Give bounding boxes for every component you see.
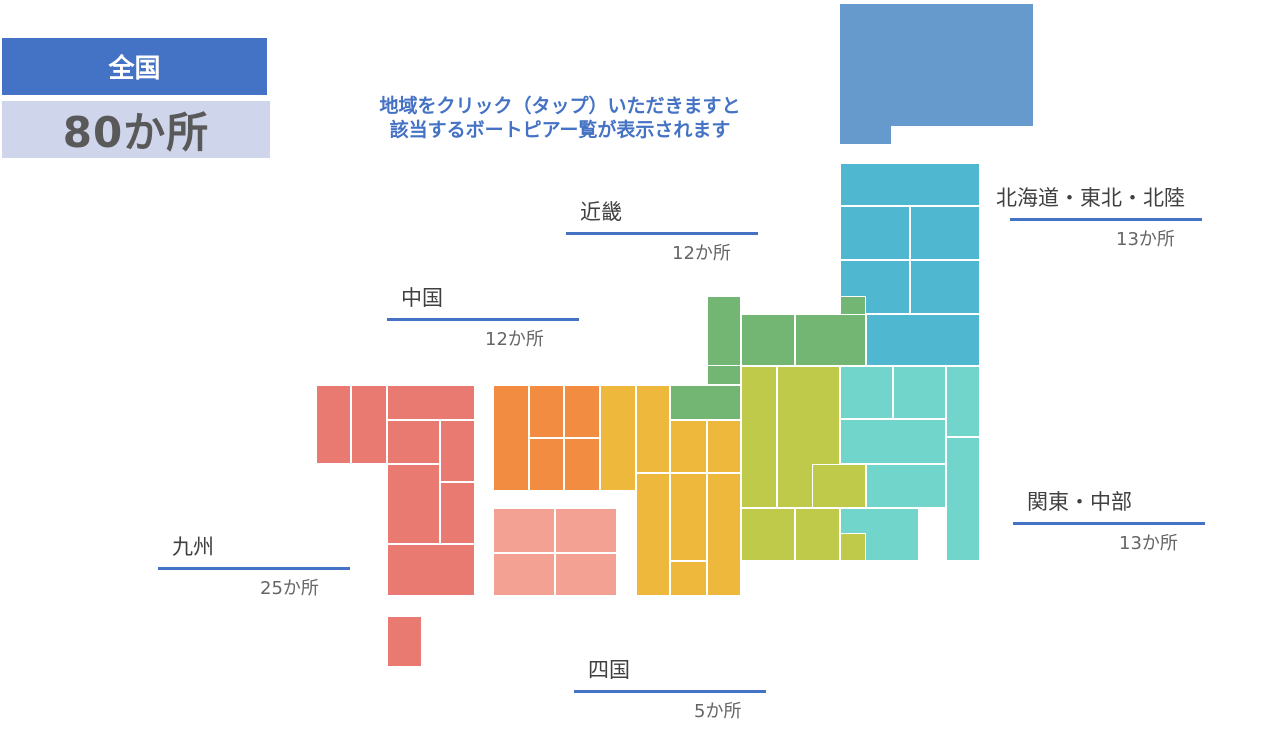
kinki-prefecture[interactable] [600, 385, 636, 491]
kanto-prefecture[interactable] [893, 366, 946, 419]
kinki-prefecture[interactable] [636, 473, 670, 596]
kanto-prefecture[interactable] [946, 437, 980, 561]
kanto-prefecture[interactable] [866, 464, 946, 508]
shikoku-prefecture[interactable] [555, 508, 617, 553]
tohoku-prefecture[interactable] [910, 260, 980, 314]
tohoku-prefecture[interactable] [840, 206, 910, 260]
kyushu-prefecture[interactable] [440, 482, 475, 544]
kanto-prefecture[interactable] [840, 419, 946, 464]
kyushu-prefecture[interactable] [351, 385, 387, 464]
kinki-prefecture[interactable] [670, 473, 707, 561]
chubu-prefecture[interactable] [840, 533, 866, 561]
kinki-prefecture[interactable] [670, 420, 707, 473]
region-name: 近畿 [580, 200, 622, 224]
chubu-prefecture[interactable] [812, 464, 866, 508]
kanto-prefecture[interactable] [840, 366, 893, 419]
region-underline [387, 318, 579, 321]
hokuriku-prefecture[interactable] [795, 314, 866, 366]
region-name: 中国 [401, 286, 443, 310]
kinki-prefecture[interactable] [707, 473, 741, 596]
kinki-prefecture[interactable] [636, 385, 670, 473]
tohoku-prefecture[interactable] [910, 206, 980, 260]
label-kanto-chubu[interactable]: 関東・中部 13か所 [1013, 486, 1213, 555]
chubu-prefecture[interactable] [741, 366, 777, 508]
label-kinki[interactable]: 近畿 12か所 [566, 196, 766, 265]
tohoku-prefecture[interactable] [866, 314, 980, 366]
region-count: 25か所 [260, 578, 319, 599]
region-name: 四国 [588, 658, 630, 682]
tohoku-prefecture[interactable] [840, 163, 980, 206]
region-count: 13か所 [1119, 533, 1178, 554]
label-chugoku[interactable]: 中国 12か所 [387, 282, 587, 351]
region-name: 北海道・東北・北陸 [996, 186, 1185, 210]
region-underline [158, 567, 350, 570]
region-count: 12か所 [485, 329, 544, 350]
instruction-text: 地域をクリック（タップ）いただきますと 該当するボートピアー覧が表示されます [300, 94, 820, 142]
kyushu-prefecture[interactable] [387, 544, 475, 596]
hokuriku-prefecture[interactable] [707, 366, 741, 385]
kyushu-prefecture[interactable] [387, 464, 440, 544]
chugoku-prefecture[interactable] [564, 385, 600, 438]
region-underline [566, 232, 758, 235]
instruction-line-2: 該当するボートピアー覧が表示されます [389, 119, 731, 141]
shikoku-prefecture[interactable] [555, 553, 617, 596]
hokuriku-prefecture[interactable] [840, 296, 866, 314]
region-name: 関東・中部 [1027, 490, 1132, 514]
region-count: 13か所 [1116, 229, 1175, 250]
hokkaido-block[interactable] [840, 4, 1033, 126]
kyushu-prefecture[interactable] [316, 385, 351, 464]
chugoku-prefecture[interactable] [529, 438, 564, 491]
hokkaido-tip[interactable] [840, 120, 891, 144]
tohoku-prefecture[interactable] [840, 260, 910, 314]
chugoku-prefecture[interactable] [564, 438, 600, 491]
shikoku-prefecture[interactable] [493, 553, 555, 596]
region-count: 5か所 [694, 701, 742, 722]
region-underline [1010, 218, 1202, 221]
region-underline [1013, 522, 1205, 525]
label-shikoku[interactable]: 四国 5か所 [574, 654, 774, 723]
region-name: 九州 [172, 535, 214, 559]
kyushu-prefecture[interactable] [387, 385, 475, 420]
chubu-prefecture[interactable] [795, 508, 840, 561]
region-underline [574, 690, 766, 693]
okinawa[interactable] [387, 616, 422, 667]
chugoku-prefecture[interactable] [529, 385, 564, 438]
instruction-line-1: 地域をクリック（タップ）いただきますと [379, 95, 741, 117]
kinki-prefecture[interactable] [707, 420, 741, 473]
nationwide-count: 80か所 [2, 101, 270, 158]
label-hokkaido-tohoku-hokuriku[interactable]: 北海道・東北・北陸 13か所 [994, 182, 1234, 251]
kyushu-prefecture[interactable] [387, 420, 440, 464]
hokuriku-prefecture[interactable] [707, 296, 741, 366]
chugoku-prefecture[interactable] [493, 385, 529, 491]
chubu-prefecture[interactable] [741, 508, 795, 561]
hokuriku-prefecture[interactable] [670, 385, 741, 420]
label-kyushu[interactable]: 九州 25か所 [158, 531, 358, 600]
kanto-prefecture[interactable] [946, 366, 980, 437]
nationwide-label[interactable]: 全国 [2, 38, 267, 95]
shikoku-prefecture[interactable] [493, 508, 555, 553]
hokuriku-prefecture[interactable] [741, 314, 795, 366]
region-count: 12か所 [672, 243, 731, 264]
kyushu-prefecture[interactable] [440, 420, 475, 482]
kinki-prefecture[interactable] [670, 561, 707, 596]
